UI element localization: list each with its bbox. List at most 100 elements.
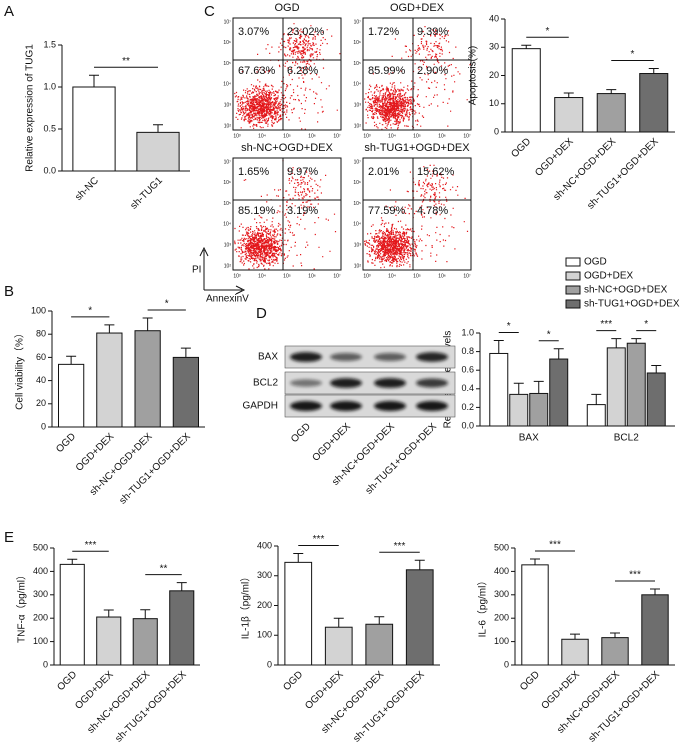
axis-line (479, 333, 675, 427)
y-tick-label: 200 (257, 600, 272, 610)
event-cloud (364, 26, 471, 130)
x-tick-label: sh-NC (73, 175, 101, 203)
y-tick-label: 0.4 (461, 383, 474, 393)
flow-y-tick: 10⁶ (223, 180, 231, 186)
error-bar (533, 380, 544, 394)
quadrant-percent: 3.07% (238, 26, 269, 38)
bar (365, 623, 394, 666)
blot-strip (284, 371, 456, 395)
error-bar (521, 44, 532, 49)
panel-label: D (256, 305, 267, 322)
x-tick-label: BCL2 (614, 433, 639, 444)
significance-label: * (631, 49, 635, 60)
bar (132, 618, 158, 666)
flow-y-tick: 10⁶ (353, 40, 361, 46)
blot-row-label: BCL2 (253, 378, 278, 389)
flow-y-tick: 10² (354, 263, 362, 269)
error-bar (374, 616, 385, 625)
error-bar (104, 324, 115, 334)
blot-lane-label: OGD (289, 421, 313, 445)
flow-x-tick: 10⁴ (258, 273, 266, 279)
x-tick-label: OGD (518, 669, 542, 693)
flow-y-tick: 10⁶ (223, 40, 231, 46)
y-tick-label: 0 (504, 659, 509, 669)
bar (601, 637, 629, 666)
error-bar (414, 559, 425, 570)
y-tick-label: 500 (33, 542, 48, 552)
bar (606, 347, 626, 427)
plot-frame (232, 17, 342, 131)
flow-x-tick: 10⁷ (463, 133, 471, 139)
flow-y-tick: 10⁴ (353, 222, 361, 228)
flow-y-tick: 10⁵ (353, 61, 361, 67)
y-tick-label: 300 (33, 589, 48, 599)
quadrant-percent: 23.02% (287, 26, 325, 38)
blot-band (374, 353, 406, 361)
y-tick-label: 400 (33, 566, 48, 576)
bar (529, 392, 549, 427)
y-axis-label: Relative expression of TUG1 (25, 44, 36, 172)
error-bar (293, 552, 304, 563)
plot-frame (232, 157, 342, 271)
event-cloud (364, 164, 469, 269)
flow-title: sh-TUG1+OGD+DEX (364, 142, 470, 154)
y-tick-label: 0 (43, 659, 48, 669)
y-tick-label: 60 (36, 352, 46, 362)
flow-y-tick: 10⁴ (223, 222, 231, 228)
flow-y-tick: 10⁵ (353, 201, 361, 207)
blot-lane-label: sh-TUG1+OGD+DEX (364, 421, 440, 497)
y-tick-label: 0.0 (43, 165, 56, 175)
flow-y-tick: 10³ (224, 103, 232, 109)
bar (586, 404, 606, 427)
quadrant-percent: 15.62% (417, 166, 455, 178)
bar (96, 332, 123, 428)
x-tick-label: OGD (55, 669, 79, 693)
y-axis-label: Cell viability（%） (14, 328, 26, 410)
bar (136, 131, 180, 172)
y-tick-label: 40 (36, 375, 46, 385)
flow-x-tick: 10⁷ (463, 273, 471, 279)
significance-label: ** (122, 56, 130, 67)
legend-label: OGD (584, 257, 607, 268)
error-bar (648, 67, 659, 74)
y-tick-label: 500 (494, 542, 509, 552)
blot-band (416, 352, 448, 362)
flow-y-tick: 10³ (354, 103, 362, 109)
error-bar (66, 355, 77, 365)
y-tick-label: 0.2 (461, 402, 474, 412)
bar (554, 97, 584, 133)
blot-band (290, 352, 322, 362)
bar (405, 569, 434, 666)
significance-label: *** (85, 540, 97, 551)
flow-x-tick: 10³ (233, 273, 241, 279)
error-bar (570, 633, 580, 640)
flow-x-axis-label: AnnexinV (206, 294, 249, 305)
error-bar (553, 348, 564, 360)
flow-y-tick: 10⁷ (224, 159, 232, 165)
x-tick-label: OGD (54, 431, 78, 455)
x-tick-label: BAX (519, 433, 539, 444)
y-tick-label: 300 (494, 589, 509, 599)
significance-label: *** (313, 534, 325, 545)
flow-x-tick: 10⁶ (308, 273, 316, 279)
error-bar (651, 365, 662, 373)
y-tick-label: 0.8 (461, 346, 474, 356)
bar (172, 356, 199, 428)
bar (509, 393, 529, 427)
error-bar (650, 588, 660, 595)
y-tick-label: 0 (267, 659, 272, 669)
error-bar (591, 393, 602, 405)
significance-label: * (546, 26, 550, 37)
flow-x-tick: 10³ (233, 133, 241, 139)
significance-label: * (644, 319, 648, 330)
error-bar (530, 558, 540, 565)
error-bar (89, 74, 99, 87)
y-tick-label: 100 (31, 305, 46, 315)
legend-swatch (565, 285, 581, 295)
flow-x-tick: 10⁶ (438, 273, 446, 279)
quadrant-percent: 9.97% (287, 166, 318, 178)
significance-label: * (507, 321, 511, 332)
quadrant-percent: 85.19% (238, 205, 276, 217)
blot-strip (284, 345, 456, 369)
